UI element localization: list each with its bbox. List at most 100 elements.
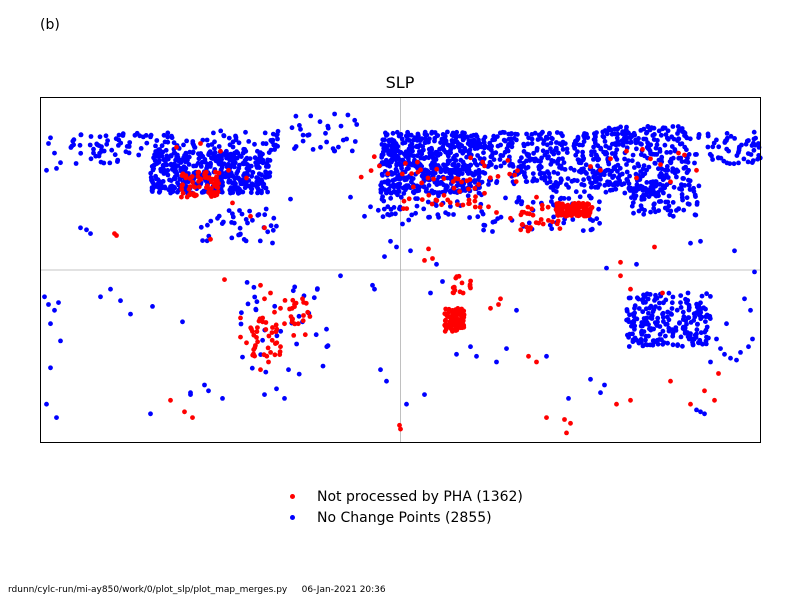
data-point	[393, 211, 398, 217]
data-point	[605, 179, 610, 185]
data-point	[497, 157, 503, 162]
data-point	[708, 359, 713, 365]
data-point	[218, 148, 223, 154]
data-point	[496, 302, 501, 307]
data-point	[684, 321, 689, 327]
data-point	[165, 134, 171, 140]
data-point	[419, 151, 425, 157]
data-point	[288, 196, 293, 202]
data-point	[250, 352, 256, 358]
data-point	[685, 290, 691, 296]
data-point	[524, 211, 530, 216]
data-point	[158, 166, 164, 172]
data-point	[698, 409, 703, 415]
data-point	[460, 159, 466, 165]
data-point	[156, 147, 161, 153]
data-point	[723, 138, 728, 144]
data-point	[423, 140, 429, 145]
data-point	[639, 197, 645, 202]
data-point	[587, 207, 593, 213]
data-point	[724, 131, 730, 136]
data-point	[254, 335, 259, 340]
data-point	[668, 149, 673, 155]
data-point	[267, 158, 273, 163]
data-point	[219, 189, 225, 195]
data-point	[627, 173, 632, 179]
data-point	[540, 221, 546, 227]
data-point	[669, 306, 675, 311]
data-point	[196, 169, 202, 175]
data-point	[722, 351, 727, 357]
data-point	[324, 326, 329, 332]
data-point	[189, 174, 195, 179]
data-point	[557, 226, 563, 232]
data-point	[676, 128, 682, 134]
data-point	[489, 153, 495, 159]
data-point	[748, 307, 753, 313]
data-point	[580, 149, 585, 155]
data-point	[238, 334, 243, 340]
data-point	[260, 315, 265, 321]
data-point	[236, 165, 242, 171]
data-point	[561, 211, 566, 217]
data-point	[408, 143, 414, 149]
data-point	[670, 166, 676, 172]
data-point	[172, 176, 178, 182]
data-point	[291, 333, 297, 338]
data-point	[560, 156, 565, 162]
data-point	[545, 204, 551, 210]
data-point	[263, 320, 269, 325]
data-point	[209, 142, 215, 147]
data-point	[262, 212, 268, 218]
data-point	[410, 184, 416, 190]
data-point	[564, 430, 569, 436]
data-point	[646, 333, 651, 339]
data-point	[468, 285, 473, 291]
data-point	[538, 217, 544, 222]
data-point	[244, 175, 249, 181]
data-point	[455, 312, 460, 318]
data-point	[709, 153, 714, 159]
data-point	[388, 190, 394, 196]
data-point	[644, 315, 650, 321]
data-point	[462, 135, 468, 140]
data-point	[467, 201, 472, 207]
data-point	[646, 310, 651, 316]
data-point	[736, 160, 741, 166]
data-point	[426, 183, 432, 188]
data-point	[684, 170, 690, 176]
data-point	[454, 317, 459, 323]
data-point	[292, 321, 298, 327]
data-point	[660, 177, 666, 183]
data-point	[379, 142, 385, 147]
data-point	[624, 177, 630, 182]
data-point	[48, 135, 53, 141]
data-point	[459, 280, 465, 286]
data-point	[688, 401, 693, 407]
data-point	[156, 159, 162, 165]
data-point	[644, 130, 649, 136]
data-point	[392, 177, 398, 182]
data-point	[352, 139, 358, 144]
data-point	[706, 313, 712, 319]
data-point	[220, 396, 225, 401]
data-point	[441, 192, 447, 198]
data-point	[264, 160, 270, 166]
data-point	[441, 176, 447, 182]
data-point	[385, 162, 391, 167]
data-point	[665, 340, 670, 346]
data-point	[362, 213, 367, 219]
data-point	[672, 170, 678, 176]
data-point	[615, 162, 621, 168]
data-point	[657, 174, 663, 180]
data-point	[354, 122, 360, 127]
data-point	[247, 208, 253, 214]
data-point	[539, 206, 545, 212]
data-point	[457, 319, 463, 325]
data-point	[493, 150, 499, 156]
data-point	[472, 198, 478, 204]
data-point	[468, 344, 473, 350]
data-point	[581, 156, 587, 161]
data-point	[664, 150, 670, 155]
data-point	[244, 280, 250, 285]
